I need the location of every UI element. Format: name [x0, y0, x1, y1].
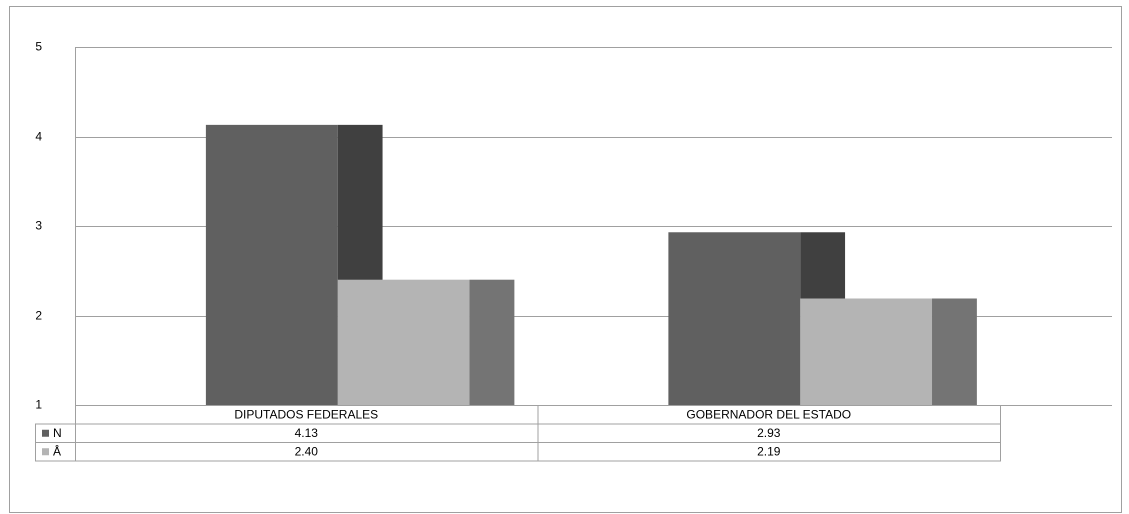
y-tick-label: 1 — [35, 398, 42, 412]
legend-swatch — [42, 429, 49, 437]
legend-label: N — [53, 426, 62, 440]
y-tick-label: 4 — [35, 130, 42, 144]
y-tick-label: 2 — [35, 309, 42, 323]
data-label: 2.40 — [295, 444, 319, 458]
legend-label: Å — [53, 443, 61, 458]
bar — [205, 124, 338, 406]
category-label: GOBERNADOR DEL ESTADO — [686, 407, 851, 421]
data-label: 2.93 — [757, 426, 781, 440]
data-label: 4.13 — [295, 426, 319, 440]
data-label: 2.19 — [757, 444, 781, 458]
bar — [800, 298, 933, 405]
bar-side — [932, 298, 977, 405]
bar — [337, 279, 470, 405]
category-label: DIPUTADOS FEDERALES — [234, 407, 378, 421]
bar-side — [469, 279, 515, 405]
bar — [668, 232, 801, 405]
legend-swatch — [42, 448, 49, 456]
table-cell — [537, 442, 1001, 462]
y-tick-label: 3 — [35, 219, 42, 233]
chart-frame — [9, 6, 1122, 513]
y-tick-label: 5 — [35, 40, 42, 54]
